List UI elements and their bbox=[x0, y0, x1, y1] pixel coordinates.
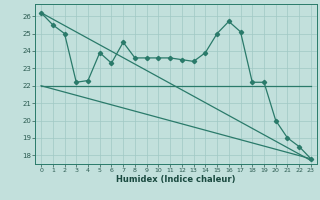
X-axis label: Humidex (Indice chaleur): Humidex (Indice chaleur) bbox=[116, 175, 236, 184]
